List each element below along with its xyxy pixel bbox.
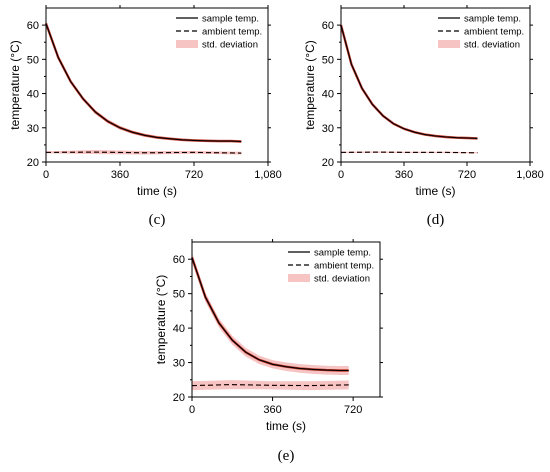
series-line-ambient-temp (340, 151, 478, 154)
x-tick-label: 1,080 (254, 169, 282, 181)
x-axis-label: time (s) (266, 419, 306, 433)
y-tick-label: 30 (322, 123, 334, 135)
y-tick-label: 50 (27, 54, 39, 66)
series-line-ambient-temp (191, 384, 349, 387)
y-tick-label: 60 (173, 254, 185, 266)
legend-label-sample: sample temp. (202, 14, 259, 25)
x-axis-label: time (s) (416, 184, 456, 198)
legend-label-ambient: ambient temp. (464, 27, 524, 38)
legend-label-std: std. deviation (464, 40, 520, 51)
legend-swatch-std (176, 40, 198, 48)
panel-label: (e) (278, 448, 295, 464)
x-tick-label: 360 (395, 169, 413, 181)
y-tick-label: 20 (173, 392, 185, 404)
y-tick-label: 40 (322, 89, 334, 101)
legend-label-sample: sample temp. (464, 14, 521, 25)
legend-label-std: std. deviation (314, 274, 370, 285)
y-tick-label: 30 (27, 123, 39, 135)
legend-label-std: std. deviation (202, 40, 258, 51)
legend-label-ambient: ambient temp. (314, 261, 374, 272)
x-tick-label: 360 (263, 404, 281, 416)
y-tick-label: 50 (322, 54, 334, 66)
panel-label: (c) (149, 212, 166, 228)
y-axis-label: temperature (°C) (8, 40, 22, 130)
legend-swatch-std (438, 40, 460, 48)
x-tick-label: 360 (111, 169, 129, 181)
panel-d: 0 360 720 1,080 20 30 40 50 60 time (s) temperatur… (303, 5, 544, 228)
y-tick-label: 30 (173, 358, 185, 370)
plot-frame (340, 7, 531, 163)
x-axis-label: time (s) (137, 184, 177, 198)
y-tick-label: 60 (322, 20, 334, 32)
legend-swatch-std (288, 274, 310, 282)
legend-label-sample: sample temp. (314, 248, 371, 259)
x-tick-label: 720 (344, 404, 362, 416)
panel-label: (d) (427, 212, 445, 228)
series-line-sample-temp (191, 257, 349, 372)
panel-e: 0 360 720 20 30 40 50 60 time (s) temperature (°C… (154, 239, 383, 464)
x-tick-label: 0 (43, 169, 49, 181)
series-line-ambient-temp (45, 151, 242, 154)
y-tick-label: 60 (27, 20, 39, 32)
plot-frame (191, 241, 381, 398)
panel-c: 0 360 720 1,080 20 30 40 50 60 time (s) temperatur… (8, 5, 282, 228)
plot-frame (45, 7, 269, 163)
y-tick-label: 40 (173, 323, 185, 335)
y-tick-label: 40 (27, 89, 39, 101)
std-band-ambient (192, 380, 349, 391)
series-line-sample-temp (45, 23, 242, 143)
y-axis-label: temperature (°C) (154, 275, 168, 365)
legend-label-ambient: ambient temp. (202, 27, 262, 38)
y-tick-label: 20 (27, 157, 39, 169)
x-tick-label: 720 (185, 169, 203, 181)
x-tick-label: 0 (189, 404, 195, 416)
x-tick-label: 720 (458, 169, 476, 181)
y-tick-label: 50 (173, 289, 185, 301)
series-line-sample-temp (340, 24, 478, 139)
y-tick-label: 20 (322, 157, 334, 169)
x-tick-label: 0 (338, 169, 344, 181)
x-tick-label: 1,080 (516, 169, 544, 181)
y-axis-label: temperature (°C) (303, 40, 317, 130)
